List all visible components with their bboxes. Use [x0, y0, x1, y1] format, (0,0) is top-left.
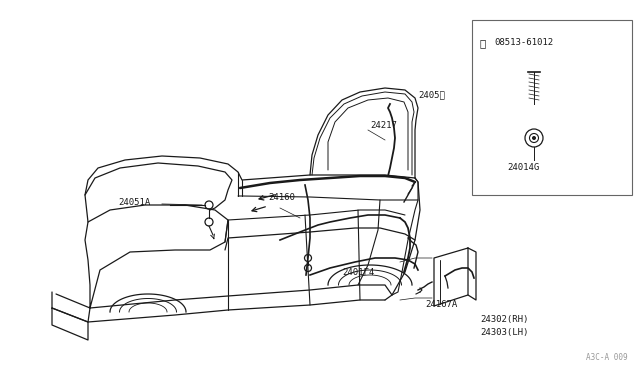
- Text: Ⓢ: Ⓢ: [480, 38, 486, 48]
- Text: 24014G: 24014G: [507, 163, 540, 172]
- Text: 24303(LH): 24303(LH): [480, 328, 529, 337]
- Text: 2405ℓ: 2405ℓ: [418, 90, 445, 99]
- Text: 24302(RH): 24302(RH): [480, 315, 529, 324]
- Circle shape: [532, 136, 536, 140]
- Text: 2401Γ4: 2401Γ4: [342, 268, 374, 277]
- Text: A3C-A 009: A3C-A 009: [586, 353, 628, 362]
- Text: 24217: 24217: [370, 121, 397, 129]
- Text: 24167A: 24167A: [425, 300, 457, 309]
- Text: 24160: 24160: [268, 193, 295, 202]
- Text: 08513-61012: 08513-61012: [494, 38, 553, 47]
- Text: 24051A: 24051A: [118, 198, 150, 206]
- Bar: [472, 20, 632, 195]
